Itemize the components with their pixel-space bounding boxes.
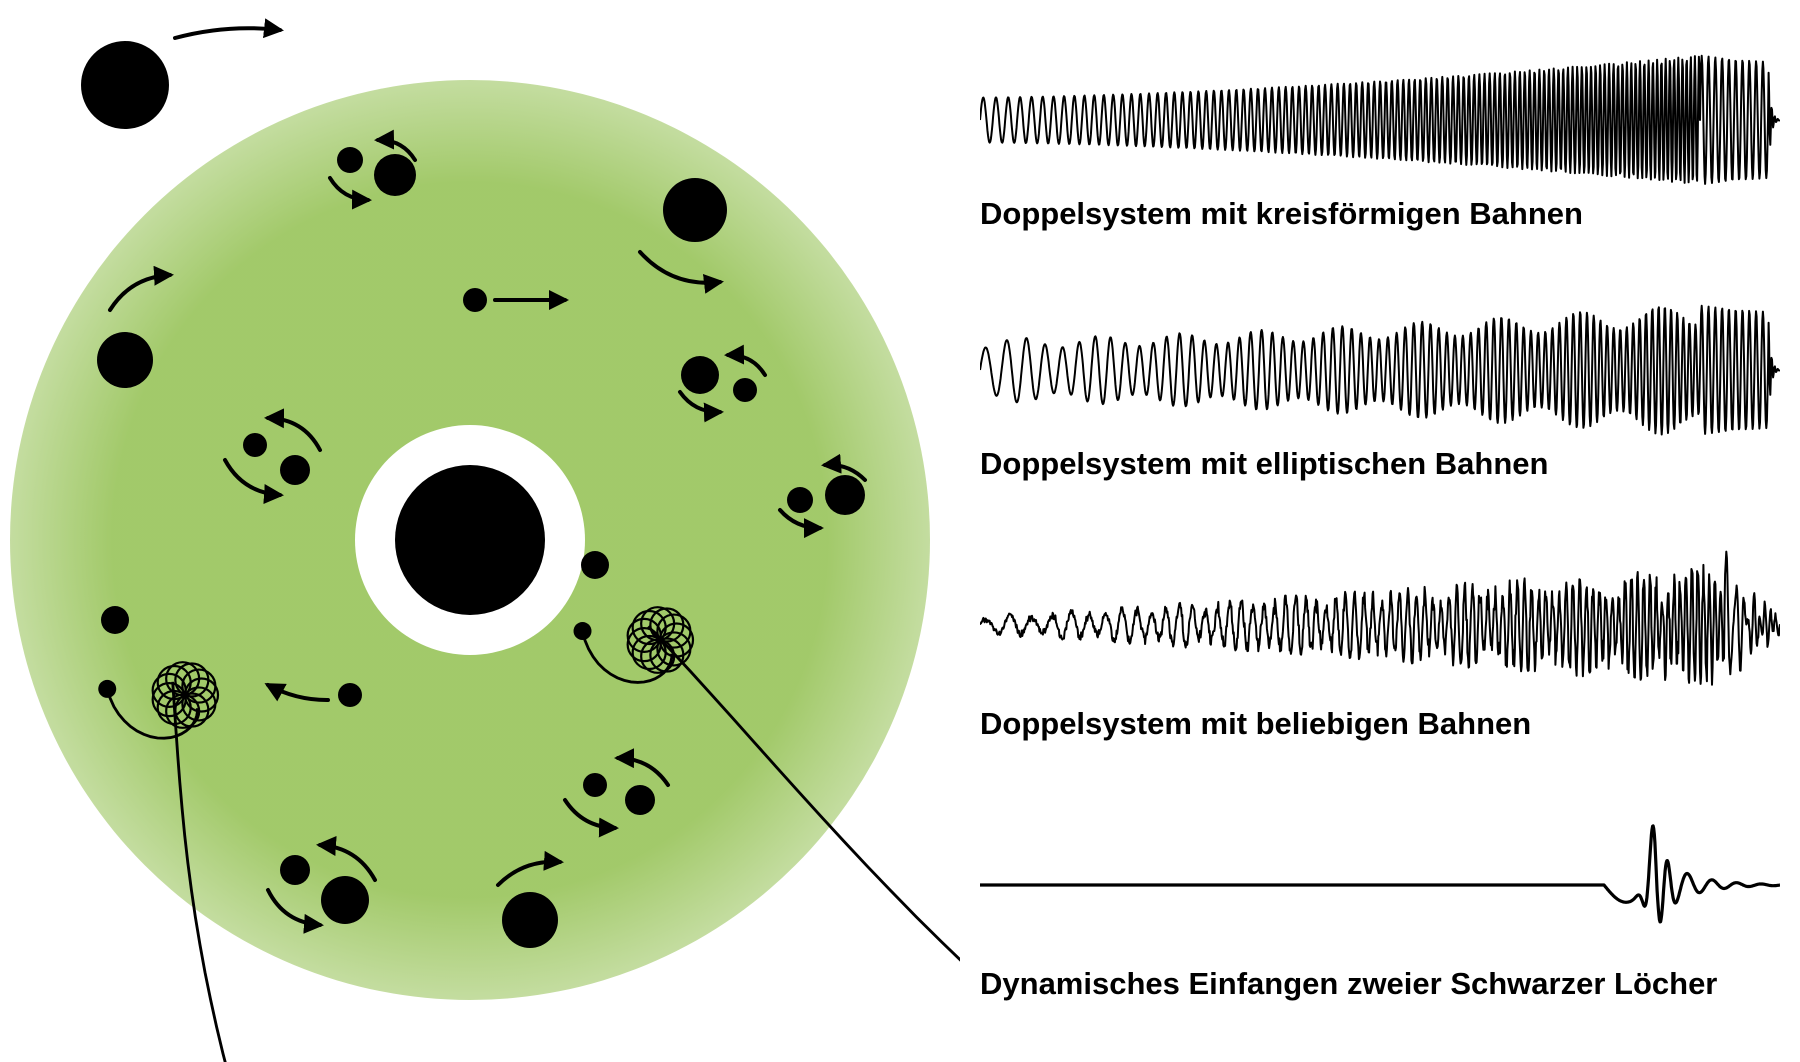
waveform-elliptical-plot <box>980 300 1780 440</box>
cluster-diagram <box>0 0 960 1062</box>
waveform-capture: Dynamisches Einfangen zweier Schwarzer L… <box>980 810 1780 1002</box>
waveform-circular-plot <box>980 50 1780 190</box>
waveform-circular-label: Doppelsystem mit kreisförmigen Bahnen <box>980 196 1780 232</box>
waveform-arbitrary-label: Doppelsystem mit beliebigen Bahnen <box>980 706 1780 742</box>
waveforms-panel: Doppelsystem mit kreisförmigen Bahnen Do… <box>960 0 1800 1062</box>
waveform-arbitrary-plot <box>980 550 1780 700</box>
waveform-capture-plot <box>980 810 1780 960</box>
waveform-capture-label: Dynamisches Einfangen zweier Schwarzer L… <box>980 966 1780 1002</box>
central-black-hole <box>395 465 545 615</box>
waveform-elliptical-label: Doppelsystem mit elliptischen Bahnen <box>980 446 1780 482</box>
waveform-circular: Doppelsystem mit kreisförmigen Bahnen <box>980 50 1780 232</box>
waveform-elliptical: Doppelsystem mit elliptischen Bahnen <box>980 300 1780 482</box>
waveform-arbitrary: Doppelsystem mit beliebigen Bahnen <box>980 550 1780 742</box>
